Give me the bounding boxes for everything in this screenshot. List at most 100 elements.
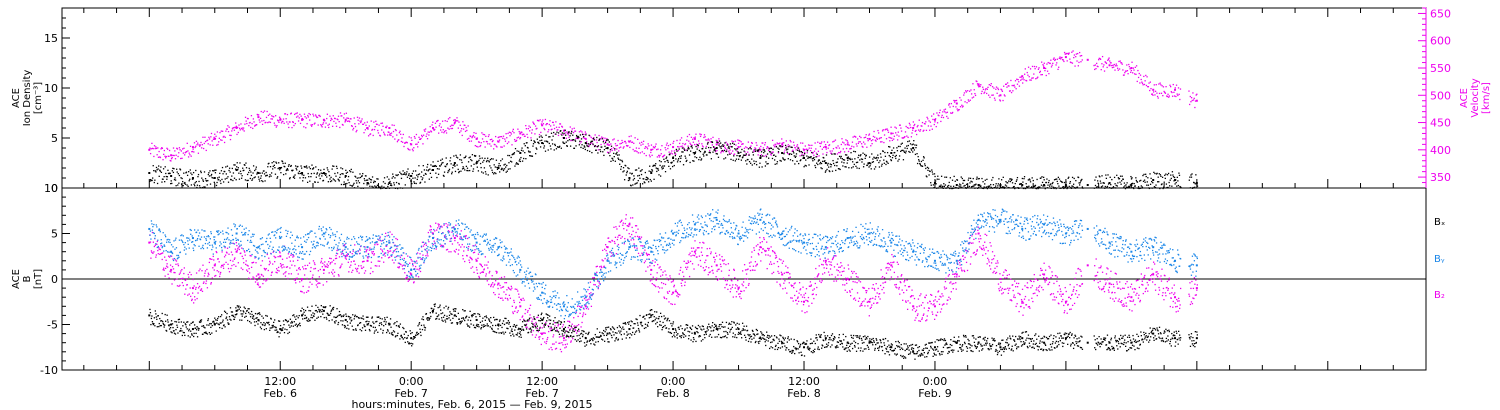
- velocity-series-sample: [873, 130, 875, 133]
- density-series-sample: [278, 162, 280, 164]
- velocity-series-sample: [1022, 77, 1024, 79]
- bz-series-sample: [309, 281, 311, 283]
- bz-series-point: [999, 278, 1002, 280]
- velocity-series-sample: [969, 99, 971, 101]
- bz-series-sample: [364, 246, 366, 248]
- velocity-series-sample: [441, 131, 443, 133]
- bz-series-sample: [420, 246, 423, 248]
- bz-series-sample: [569, 321, 571, 323]
- velocity-series-sample: [935, 125, 937, 128]
- bz-series-sample: [478, 277, 481, 279]
- density-series-sample: [508, 162, 510, 164]
- velocity-series-sample: [343, 113, 346, 115]
- density-series-sample: [892, 147, 895, 149]
- velocity-series-sample: [1094, 64, 1097, 66]
- density-series-sample: [324, 174, 327, 177]
- density-series-sample: [1061, 181, 1063, 184]
- velocity-series-sample: [273, 122, 275, 124]
- bz-series-sample: [205, 282, 207, 285]
- density-series-sample: [246, 179, 248, 182]
- density-series-sample: [935, 183, 937, 185]
- density-series-sample: [560, 147, 562, 149]
- velocity-series-sample: [815, 148, 817, 150]
- density-series-sample: [1128, 186, 1130, 188]
- bz-series-sample: [236, 244, 238, 247]
- velocity-series-sample: [1003, 85, 1005, 87]
- density-series-sample: [671, 161, 673, 163]
- density-series-point: [191, 177, 194, 179]
- density-series-sample: [777, 147, 779, 149]
- density-series-sample: [270, 172, 273, 174]
- bz-series-sample: [713, 261, 716, 263]
- velocity-series-sample: [954, 100, 956, 102]
- density-series-sample: [902, 159, 905, 161]
- density-series-sample: [321, 172, 324, 175]
- density-series-sample: [1107, 183, 1110, 185]
- velocity-series-sample: [811, 144, 813, 147]
- density-series-sample: [451, 173, 453, 175]
- bz-series-sample: [504, 297, 507, 299]
- velocity-series-sample: [874, 136, 876, 138]
- density-series-sample: [342, 183, 345, 186]
- density-series-sample: [481, 157, 483, 159]
- bz-series-sample: [622, 224, 624, 226]
- velocity-series-sample: [786, 145, 788, 148]
- bz-series-point: [1108, 282, 1111, 285]
- bz-series-sample: [455, 248, 458, 251]
- velocity-series-sample: [536, 119, 539, 122]
- density-series-sample: [421, 171, 423, 173]
- velocity-series-sample: [695, 143, 698, 146]
- density-series-sample: [943, 183, 945, 185]
- bz-series-point: [846, 278, 849, 280]
- velocity-series-sample: [777, 143, 779, 145]
- bz-series-sample: [720, 270, 723, 272]
- velocity-series-sample: [449, 116, 451, 119]
- bz-series-sample: [485, 273, 487, 275]
- velocity-series-sample: [658, 154, 660, 157]
- bz-series-sample: [490, 285, 492, 288]
- velocity-series-sample: [685, 149, 687, 151]
- bz-series-sample: [381, 249, 383, 251]
- bz-series-sample: [716, 279, 719, 281]
- density-series-sample: [187, 185, 189, 187]
- density-series-sample: [1072, 185, 1074, 188]
- bz-series-sample: [513, 301, 515, 304]
- velocity-series-sample: [1008, 85, 1010, 87]
- density-series-sample: [1023, 176, 1026, 178]
- velocity-series-sample: [189, 145, 192, 147]
- density-series-sample: [1060, 187, 1062, 189]
- bz-series-sample: [262, 275, 265, 277]
- bz-series-sample: [258, 277, 260, 279]
- bz-series-sample: [294, 279, 296, 282]
- density-series-sample: [688, 148, 690, 150]
- density-series-sample: [1156, 172, 1158, 175]
- velocity-series-sample: [393, 124, 395, 127]
- bz-series-sample: [180, 277, 183, 280]
- bz-series-sample: [410, 259, 412, 261]
- bz-series-sample: [348, 271, 350, 273]
- velocity-series-sample: [1154, 94, 1156, 96]
- density-series-sample: [173, 178, 176, 181]
- density-series-sample: [682, 151, 684, 153]
- density-series-sample: [371, 176, 374, 178]
- velocity-series-sample: [662, 155, 664, 158]
- bz-series-sample: [624, 237, 626, 240]
- velocity-series-sample: [286, 121, 288, 123]
- bz-series-sample: [306, 264, 309, 267]
- bz-series-sample: [688, 254, 690, 256]
- density-series-sample: [583, 145, 585, 147]
- density-series-sample: [876, 159, 878, 161]
- density-series-sample: [177, 173, 179, 175]
- bz-series-sample: [445, 249, 448, 251]
- bz-series-sample: [515, 307, 517, 309]
- velocity-series-sample: [516, 137, 518, 139]
- density-series-sample: [160, 166, 162, 168]
- bz-series-sample: [510, 285, 513, 288]
- velocity-series-point: [933, 118, 936, 121]
- density-series-sample: [1196, 185, 1199, 187]
- density-series-sample: [826, 164, 829, 166]
- density-series-sample: [857, 156, 859, 159]
- density-series-sample: [500, 160, 502, 162]
- density-series-sample: [996, 187, 998, 189]
- velocity-series-sample: [377, 132, 380, 134]
